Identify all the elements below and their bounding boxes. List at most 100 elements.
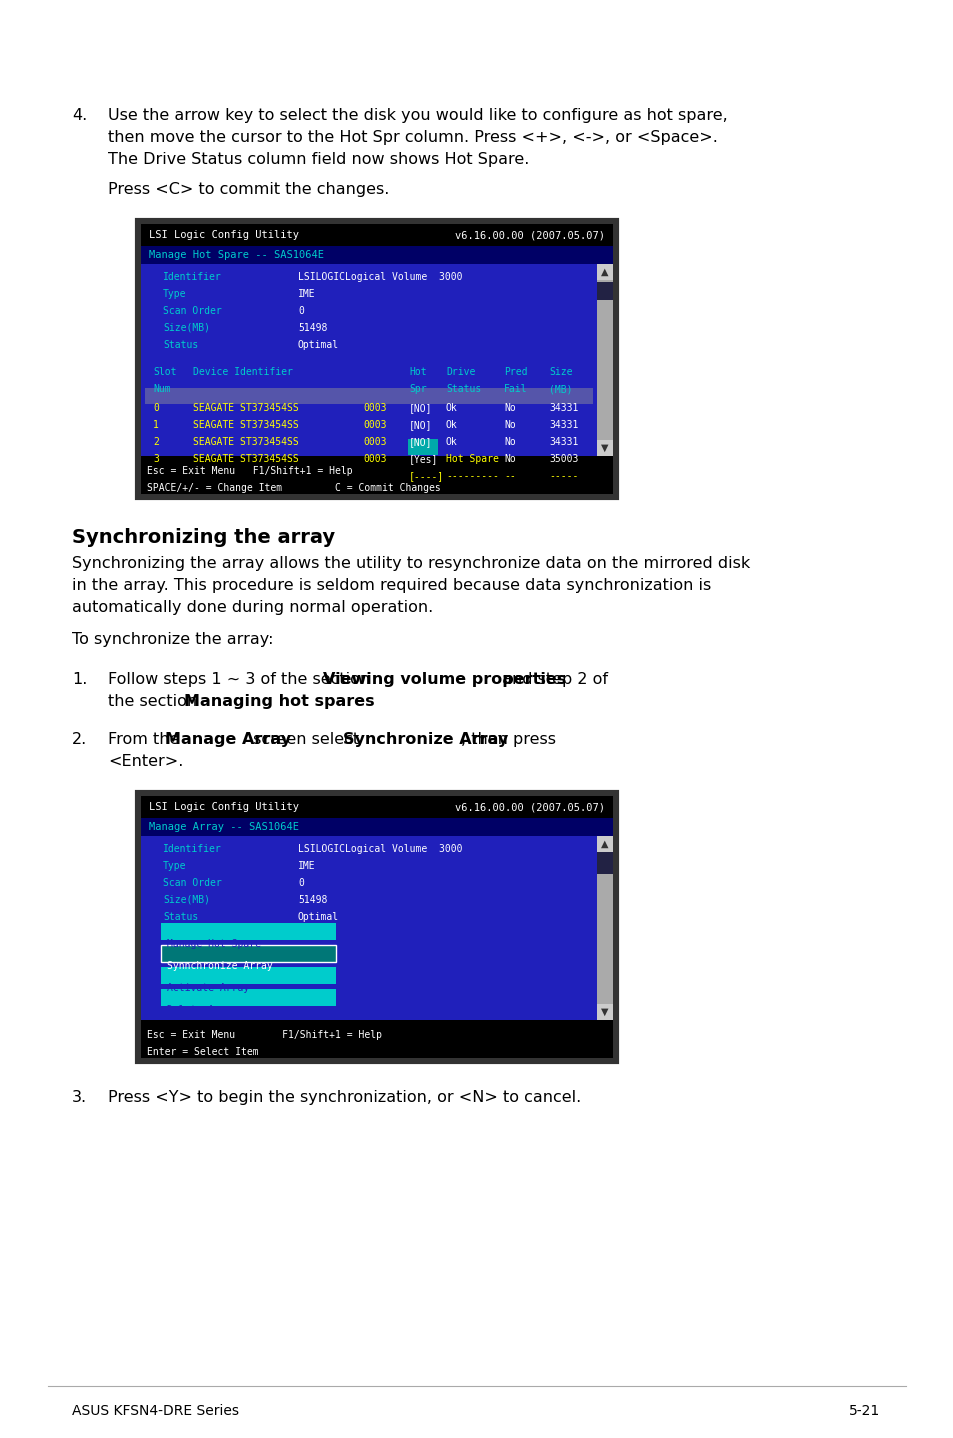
Text: the section: the section — [108, 695, 202, 709]
Bar — [137, 792, 617, 1063]
Text: Size: Size — [548, 367, 572, 377]
Text: Spr: Spr — [409, 384, 426, 394]
Text: IME: IME — [297, 861, 315, 871]
Text: 51498: 51498 — [297, 324, 327, 334]
Text: Pred: Pred — [503, 367, 527, 377]
Text: No: No — [503, 403, 516, 413]
Text: [NO]: [NO] — [409, 437, 432, 447]
Text: Press <C> to commit the changes.: Press <C> to commit the changes. — [108, 183, 389, 197]
Bar — [141, 818, 613, 835]
Text: Activate Array: Activate Array — [167, 984, 249, 994]
Text: 0: 0 — [297, 306, 304, 316]
Text: SPACE/+/- = Change Item         C = Commit Changes: SPACE/+/- = Change Item C = Commit Chang… — [147, 483, 440, 493]
Text: 5-21: 5-21 — [848, 1403, 879, 1418]
Bar — [141, 224, 613, 246]
Text: [----]: [----] — [409, 472, 444, 480]
Text: Size(MB): Size(MB) — [163, 894, 210, 905]
Text: Esc = Exit Menu        F1/Shift+1 = Help: Esc = Exit Menu F1/Shift+1 = Help — [147, 1030, 381, 1040]
Text: Manage Hot Spare -- SAS1064E: Manage Hot Spare -- SAS1064E — [149, 250, 324, 260]
Text: Scan Order: Scan Order — [163, 879, 221, 889]
Bar — [597, 835, 613, 851]
Bar — [597, 835, 613, 1020]
Text: [NO]: [NO] — [409, 403, 432, 413]
Bar — [137, 220, 617, 498]
Text: Slot: Slot — [152, 367, 176, 377]
Text: Type: Type — [163, 289, 186, 299]
Text: IME: IME — [297, 289, 315, 299]
Text: Ok: Ok — [446, 437, 457, 447]
Text: 34331: 34331 — [548, 420, 578, 430]
Bar — [141, 1020, 613, 1058]
Text: Manage Array -- SAS1064E: Manage Array -- SAS1064E — [149, 823, 298, 833]
Text: Enter = Select Item: Enter = Select Item — [147, 1047, 258, 1057]
Text: Size(MB): Size(MB) — [163, 324, 210, 334]
Text: ▲: ▲ — [600, 838, 608, 848]
Bar — [161, 989, 335, 1007]
Text: -----: ----- — [548, 472, 578, 480]
Text: , then press: , then press — [460, 732, 556, 746]
Text: Hot: Hot — [409, 367, 426, 377]
Text: LSI Logic Config Utility: LSI Logic Config Utility — [149, 802, 298, 812]
Text: To synchronize the array:: To synchronize the array: — [71, 631, 274, 647]
Text: 34331: 34331 — [548, 437, 578, 447]
Bar — [597, 1004, 613, 1020]
Text: Num: Num — [152, 384, 171, 394]
Text: 0003: 0003 — [363, 454, 386, 464]
Text: Ok: Ok — [446, 403, 457, 413]
Text: [NO]: [NO] — [409, 420, 432, 430]
Text: automatically done during normal operation.: automatically done during normal operati… — [71, 600, 433, 615]
Text: 1.: 1. — [71, 672, 88, 687]
Bar — [141, 456, 613, 495]
Bar — [141, 797, 613, 818]
Bar — [408, 439, 437, 454]
Text: ---------: --------- — [446, 472, 498, 480]
Text: 51498: 51498 — [297, 894, 327, 905]
Text: in the array. This procedure is seldom required because data synchronization is: in the array. This procedure is seldom r… — [71, 578, 711, 592]
Text: Synnchronize Array: Synnchronize Array — [167, 961, 273, 971]
Text: Optimal: Optimal — [297, 912, 338, 922]
Text: SEAGATE ST373454SS: SEAGATE ST373454SS — [193, 420, 298, 430]
Text: Fail: Fail — [503, 384, 527, 394]
Text: Ok: Ok — [446, 420, 457, 430]
Bar — [161, 966, 335, 984]
Text: SEAGATE ST373454SS: SEAGATE ST373454SS — [193, 454, 298, 464]
Text: Viewing volume properties: Viewing volume properties — [322, 672, 565, 687]
Text: Manage Array: Manage Array — [165, 732, 291, 746]
Text: No: No — [503, 437, 516, 447]
Text: screen select: screen select — [248, 732, 364, 746]
Text: 0: 0 — [152, 403, 159, 413]
Text: 3.: 3. — [71, 1090, 87, 1104]
Bar — [141, 835, 597, 1020]
Text: 4.: 4. — [71, 108, 87, 124]
Bar — [597, 265, 613, 280]
Bar — [597, 440, 613, 456]
Text: then move the cursor to the Hot Spr column. Press <+>, <->, or <Space>.: then move the cursor to the Hot Spr colu… — [108, 129, 717, 145]
Bar — [145, 388, 593, 404]
Text: Synchronizing the array allows the utility to resynchronize data on the mirrored: Synchronizing the array allows the utili… — [71, 557, 749, 571]
Text: SEAGATE ST373454SS: SEAGATE ST373454SS — [193, 403, 298, 413]
Bar — [597, 265, 613, 456]
Text: Drive: Drive — [446, 367, 475, 377]
Bar — [141, 246, 613, 265]
Text: Delete Array: Delete Array — [167, 1005, 237, 1015]
Text: Status: Status — [163, 912, 198, 922]
Text: Use the arrow key to select the disk you would like to configure as hot spare,: Use the arrow key to select the disk you… — [108, 108, 727, 124]
Bar — [161, 945, 335, 962]
Text: Manage Hot Spare: Manage Hot Spare — [167, 939, 261, 949]
Text: v6.16.00.00 (2007.05.07): v6.16.00.00 (2007.05.07) — [455, 802, 604, 812]
Text: (MB): (MB) — [548, 384, 572, 394]
Text: Follow steps 1 ~ 3 of the section: Follow steps 1 ~ 3 of the section — [108, 672, 375, 687]
Text: Identifier: Identifier — [163, 844, 221, 854]
Text: --: -- — [503, 472, 516, 480]
Text: Synchronize Array: Synchronize Array — [343, 732, 508, 746]
Text: 0: 0 — [297, 879, 304, 889]
Text: ▲: ▲ — [600, 267, 608, 278]
Text: LSI Logic Config Utility: LSI Logic Config Utility — [149, 230, 298, 240]
Text: 0003: 0003 — [363, 420, 386, 430]
Text: Status: Status — [163, 339, 198, 349]
Text: No: No — [503, 420, 516, 430]
Text: and step 2 of: and step 2 of — [497, 672, 607, 687]
Text: Status: Status — [446, 384, 480, 394]
Text: 35003: 35003 — [548, 454, 578, 464]
Text: Scan Order: Scan Order — [163, 306, 221, 316]
